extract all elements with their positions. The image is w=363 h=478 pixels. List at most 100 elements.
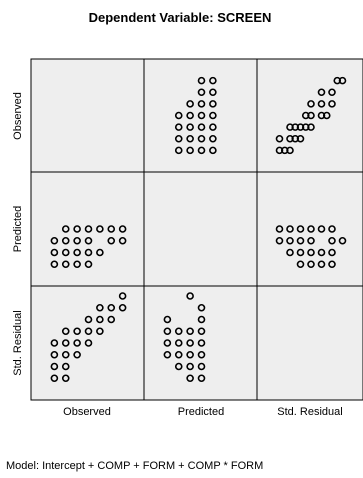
point-predicted-vs-observed-20 <box>118 225 127 233</box>
point-std-residual-vs-predicted-1 <box>163 339 172 347</box>
point-predicted-vs-observed-12 <box>84 236 93 245</box>
panel-std-residual-vs-observed <box>30 285 145 401</box>
point-observed-vs-predicted-3 <box>174 111 183 120</box>
point-predicted-vs-std-residual-7 <box>317 248 326 257</box>
point-predicted-vs-observed-16 <box>73 225 81 233</box>
point-observed-vs-predicted-9 <box>197 146 206 155</box>
point-std-residual-vs-observed-17 <box>96 303 104 312</box>
point-predicted-vs-std-residual-19 <box>317 225 326 233</box>
point-predicted-vs-observed-0 <box>50 260 59 269</box>
y-axis-label-std-residual: Std. Residual <box>12 310 24 375</box>
point-predicted-vs-std-residual-12 <box>307 236 315 245</box>
point-observed-vs-std-residual-3 <box>275 134 284 143</box>
point-observed-vs-std-residual-19 <box>317 88 326 97</box>
point-predicted-vs-std-residual-18 <box>307 225 315 233</box>
point-observed-vs-std-residual-18 <box>328 100 336 108</box>
point-std-residual-vs-predicted-18 <box>197 327 206 336</box>
panel-predicted-vs-predicted <box>143 171 258 287</box>
point-std-residual-vs-observed-6 <box>61 350 70 359</box>
point-observed-vs-predicted-14 <box>197 88 206 97</box>
point-std-residual-vs-observed-4 <box>61 374 70 383</box>
point-predicted-vs-std-residual-20 <box>328 225 336 233</box>
panel-grid <box>30 58 363 401</box>
point-std-residual-vs-observed-9 <box>73 350 81 359</box>
point-std-residual-vs-predicted-13 <box>186 292 194 300</box>
point-predicted-vs-observed-18 <box>96 225 104 233</box>
point-observed-vs-predicted-8 <box>186 100 194 108</box>
point-std-residual-vs-observed-15 <box>96 327 104 336</box>
point-predicted-vs-std-residual-5 <box>296 248 305 257</box>
panel-observed-vs-predicted <box>143 58 258 173</box>
panel-observed-vs-observed <box>30 58 145 173</box>
point-std-residual-vs-observed-19 <box>107 303 116 312</box>
point-predicted-vs-std-residual-11 <box>296 236 305 245</box>
panel-std-residual-vs-std-residual <box>256 285 363 401</box>
point-std-residual-vs-observed-2 <box>50 350 59 359</box>
point-observed-vs-predicted-11 <box>197 123 206 131</box>
point-predicted-vs-std-residual-0 <box>296 260 305 269</box>
point-predicted-vs-observed-8 <box>96 248 104 257</box>
point-std-residual-vs-predicted-10 <box>186 350 194 359</box>
point-std-residual-vs-observed-13 <box>84 327 93 336</box>
point-predicted-vs-observed-7 <box>84 248 93 257</box>
point-predicted-vs-std-residual-13 <box>328 236 336 245</box>
point-predicted-vs-std-residual-9 <box>275 236 284 245</box>
point-observed-vs-predicted-18 <box>209 123 217 131</box>
point-observed-vs-predicted-4 <box>186 146 194 155</box>
panel-predicted-vs-observed <box>30 171 145 287</box>
point-std-residual-vs-predicted-2 <box>163 327 172 336</box>
point-std-residual-vs-predicted-20 <box>197 303 206 312</box>
point-observed-vs-predicted-0 <box>174 146 183 155</box>
point-std-residual-vs-observed-14 <box>84 315 93 324</box>
x-axis-label-observed: Observed <box>63 406 111 418</box>
point-observed-vs-std-residual-11 <box>307 123 315 131</box>
point-observed-vs-predicted-20 <box>209 100 217 108</box>
point-std-residual-vs-predicted-7 <box>174 327 183 336</box>
point-predicted-vs-std-residual-1 <box>307 260 315 269</box>
point-predicted-vs-std-residual-15 <box>275 225 284 233</box>
point-std-residual-vs-observed-0 <box>50 374 59 383</box>
point-observed-vs-predicted-5 <box>186 134 194 143</box>
point-std-residual-vs-observed-7 <box>61 339 70 347</box>
point-predicted-vs-observed-15 <box>61 225 70 233</box>
point-predicted-vs-std-residual-2 <box>317 260 326 269</box>
point-observed-vs-predicted-7 <box>186 111 194 120</box>
point-observed-vs-std-residual-20 <box>328 88 336 97</box>
point-predicted-vs-observed-1 <box>61 260 70 269</box>
point-predicted-vs-observed-9 <box>50 236 59 245</box>
point-observed-vs-predicted-13 <box>197 100 206 108</box>
point-predicted-vs-observed-5 <box>61 248 70 257</box>
point-std-residual-vs-observed-5 <box>61 362 70 371</box>
point-observed-vs-std-residual-6 <box>296 134 305 143</box>
point-std-residual-vs-observed-12 <box>84 339 93 347</box>
point-observed-vs-std-residual-2 <box>286 146 294 155</box>
point-predicted-vs-observed-6 <box>73 248 81 257</box>
y-axis-label-observed: Observed <box>12 92 24 140</box>
point-predicted-vs-std-residual-10 <box>286 236 294 245</box>
point-observed-vs-predicted-22 <box>209 76 217 85</box>
point-observed-vs-std-residual-13 <box>307 111 315 120</box>
point-std-residual-vs-predicted-11 <box>186 339 194 347</box>
point-observed-vs-predicted-15 <box>197 76 206 85</box>
point-std-residual-vs-predicted-6 <box>174 339 183 347</box>
point-predicted-vs-observed-2 <box>73 260 81 269</box>
point-std-residual-vs-observed-18 <box>107 315 116 324</box>
point-std-residual-vs-predicted-8 <box>186 374 194 383</box>
point-observed-vs-predicted-16 <box>209 146 217 155</box>
point-predicted-vs-observed-17 <box>84 225 93 233</box>
point-std-residual-vs-observed-16 <box>96 315 104 324</box>
point-std-residual-vs-observed-21 <box>118 292 127 300</box>
point-std-residual-vs-observed-11 <box>73 327 81 336</box>
point-std-residual-vs-observed-8 <box>61 327 70 336</box>
point-std-residual-vs-predicted-19 <box>197 315 206 324</box>
chart-title: Dependent Variable: SCREEN <box>89 10 272 25</box>
point-std-residual-vs-predicted-15 <box>197 362 206 371</box>
point-std-residual-vs-predicted-12 <box>186 327 194 336</box>
x-axis-label-predicted: Predicted <box>178 406 224 418</box>
y-axis-label-predicted: Predicted <box>12 206 24 252</box>
points-layer <box>50 76 347 383</box>
point-predicted-vs-std-residual-6 <box>307 248 315 257</box>
point-std-residual-vs-predicted-4 <box>174 362 183 371</box>
point-std-residual-vs-observed-10 <box>73 339 81 347</box>
